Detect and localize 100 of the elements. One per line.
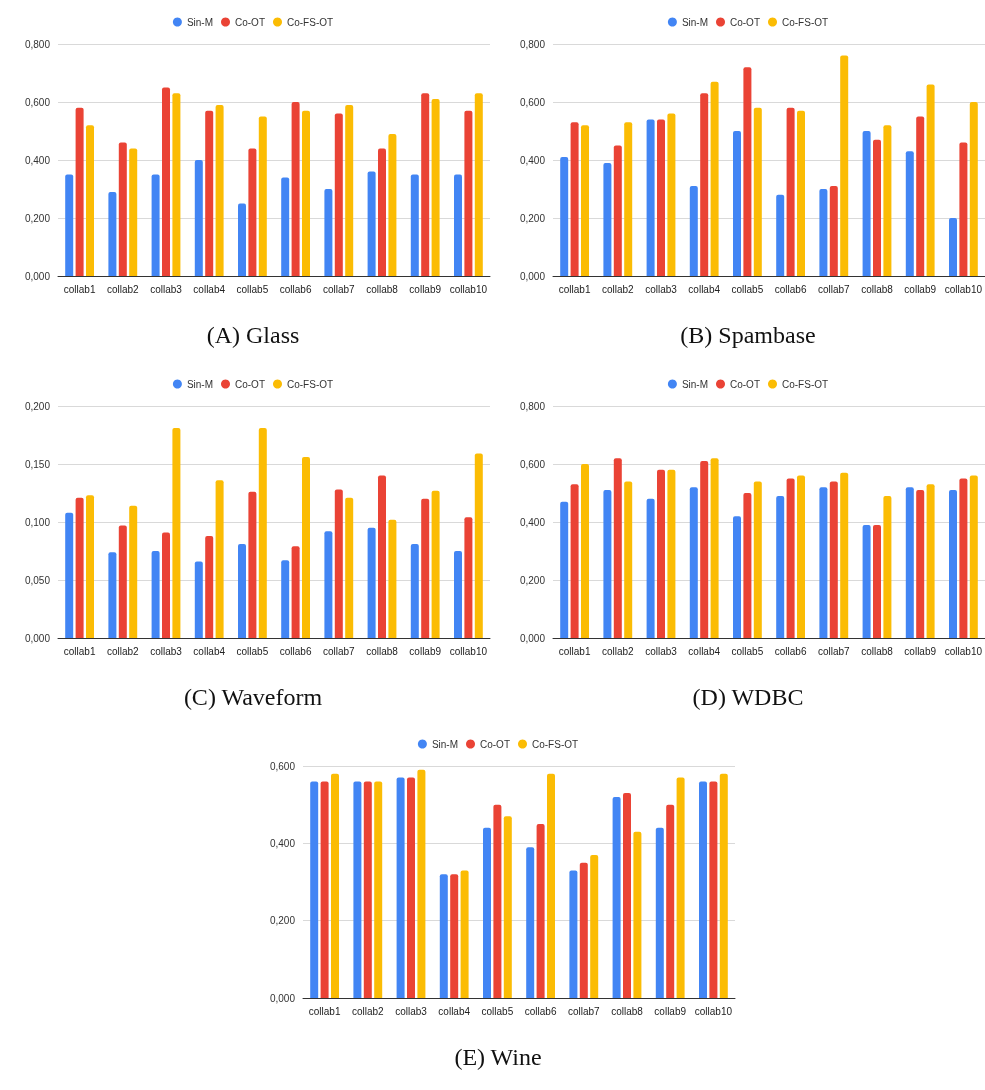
bar bbox=[623, 793, 631, 998]
x-tick-label: collab2 bbox=[601, 645, 635, 657]
bar bbox=[733, 131, 741, 276]
y-tick-label: 0,200 bbox=[519, 574, 546, 586]
legend-label: Co-OT bbox=[235, 378, 265, 390]
x-tick-label: collab7 bbox=[817, 283, 851, 295]
x-tick-label: collab4 bbox=[688, 645, 721, 657]
legend-label: Sin-M bbox=[431, 738, 459, 750]
legend-label: Sin-M bbox=[681, 378, 709, 390]
bar bbox=[248, 491, 257, 638]
legend-label: Co-OT bbox=[730, 378, 760, 390]
bar bbox=[624, 122, 633, 276]
bar bbox=[883, 495, 892, 638]
bar bbox=[570, 484, 579, 638]
bar bbox=[862, 131, 871, 276]
bar bbox=[331, 773, 339, 998]
bar bbox=[829, 481, 838, 638]
x-tick-label: collab6 bbox=[774, 645, 807, 657]
bar bbox=[579, 862, 588, 998]
bar bbox=[334, 113, 343, 276]
bar bbox=[108, 191, 117, 276]
y-tick-label: 0,200 bbox=[519, 212, 546, 224]
bar bbox=[172, 93, 181, 276]
bar bbox=[258, 116, 267, 276]
bar bbox=[162, 87, 170, 276]
bar bbox=[320, 781, 329, 998]
bar bbox=[743, 67, 752, 276]
bar bbox=[624, 481, 633, 638]
y-tick-label: 0,400 bbox=[24, 154, 51, 166]
bar bbox=[700, 461, 709, 638]
x-tick-label: collab6 bbox=[774, 283, 807, 295]
bar bbox=[118, 142, 127, 276]
legend-label: Co-FS-OT bbox=[532, 738, 579, 750]
bar bbox=[281, 560, 290, 638]
bar bbox=[655, 827, 664, 998]
bar bbox=[450, 874, 459, 998]
x-tick-label: collab1 bbox=[558, 645, 591, 657]
bar bbox=[949, 490, 957, 638]
bar bbox=[407, 777, 415, 998]
bar bbox=[667, 469, 676, 638]
y-tick-label: 0,200 bbox=[24, 400, 51, 412]
legend-label: Co-FS-OT bbox=[287, 16, 334, 28]
bar bbox=[65, 174, 74, 276]
x-tick-label: collab9 bbox=[654, 1005, 687, 1017]
text: (E) Wine bbox=[454, 1044, 542, 1070]
y-tick-label: 0,000 bbox=[519, 632, 546, 644]
bar bbox=[205, 110, 214, 276]
bar bbox=[646, 119, 655, 276]
x-tick-label: collab5 bbox=[481, 1005, 514, 1017]
bar bbox=[840, 55, 849, 276]
bar bbox=[959, 478, 968, 638]
bar bbox=[215, 104, 224, 276]
y-tick-label: 0,600 bbox=[519, 96, 546, 108]
x-tick-label: collab8 bbox=[861, 283, 894, 295]
y-tick-label: 0,800 bbox=[24, 38, 51, 50]
bar bbox=[776, 495, 785, 638]
bar bbox=[493, 804, 502, 998]
bar bbox=[657, 119, 665, 276]
bar bbox=[916, 116, 925, 276]
bar bbox=[334, 489, 343, 638]
y-tick-label: 0,000 bbox=[24, 632, 51, 644]
bar bbox=[374, 781, 383, 998]
bar bbox=[873, 139, 881, 276]
x-tick-label: collab4 bbox=[193, 283, 226, 295]
bar bbox=[258, 428, 267, 638]
x-tick-label: collab1 bbox=[63, 283, 96, 295]
bar bbox=[969, 102, 978, 276]
bar bbox=[353, 781, 362, 998]
bar bbox=[633, 831, 642, 998]
x-tick-label: collab8 bbox=[366, 645, 399, 657]
bar bbox=[819, 189, 828, 276]
bar bbox=[959, 142, 968, 276]
bar bbox=[840, 472, 849, 638]
bar bbox=[460, 870, 469, 998]
x-tick-label: collab3 bbox=[150, 283, 183, 295]
x-tick-label: collab5 bbox=[236, 645, 269, 657]
y-tick-label: 0,200 bbox=[24, 212, 51, 224]
bar bbox=[526, 847, 535, 998]
x-tick-label: collab4 bbox=[688, 283, 721, 295]
bar bbox=[590, 854, 599, 998]
bar bbox=[388, 519, 397, 638]
x-tick-label: collab10 bbox=[449, 645, 488, 657]
bar bbox=[613, 458, 622, 638]
y-tick-label: 0,800 bbox=[519, 38, 546, 50]
bar bbox=[108, 552, 117, 638]
x-tick-label: collab4 bbox=[193, 645, 226, 657]
bar bbox=[819, 487, 828, 638]
bar bbox=[569, 870, 578, 998]
legend-label: Co-FS-OT bbox=[782, 378, 829, 390]
bar bbox=[86, 125, 94, 276]
x-tick-label: collab1 bbox=[558, 283, 591, 295]
legend-label: Co-FS-OT bbox=[287, 378, 334, 390]
bar bbox=[86, 495, 94, 638]
bar bbox=[464, 110, 473, 276]
bar bbox=[753, 107, 762, 276]
bar bbox=[345, 104, 354, 276]
x-tick-label: collab8 bbox=[861, 645, 894, 657]
x-tick-label: collab9 bbox=[904, 283, 937, 295]
bar bbox=[75, 497, 84, 638]
bar bbox=[378, 148, 386, 276]
